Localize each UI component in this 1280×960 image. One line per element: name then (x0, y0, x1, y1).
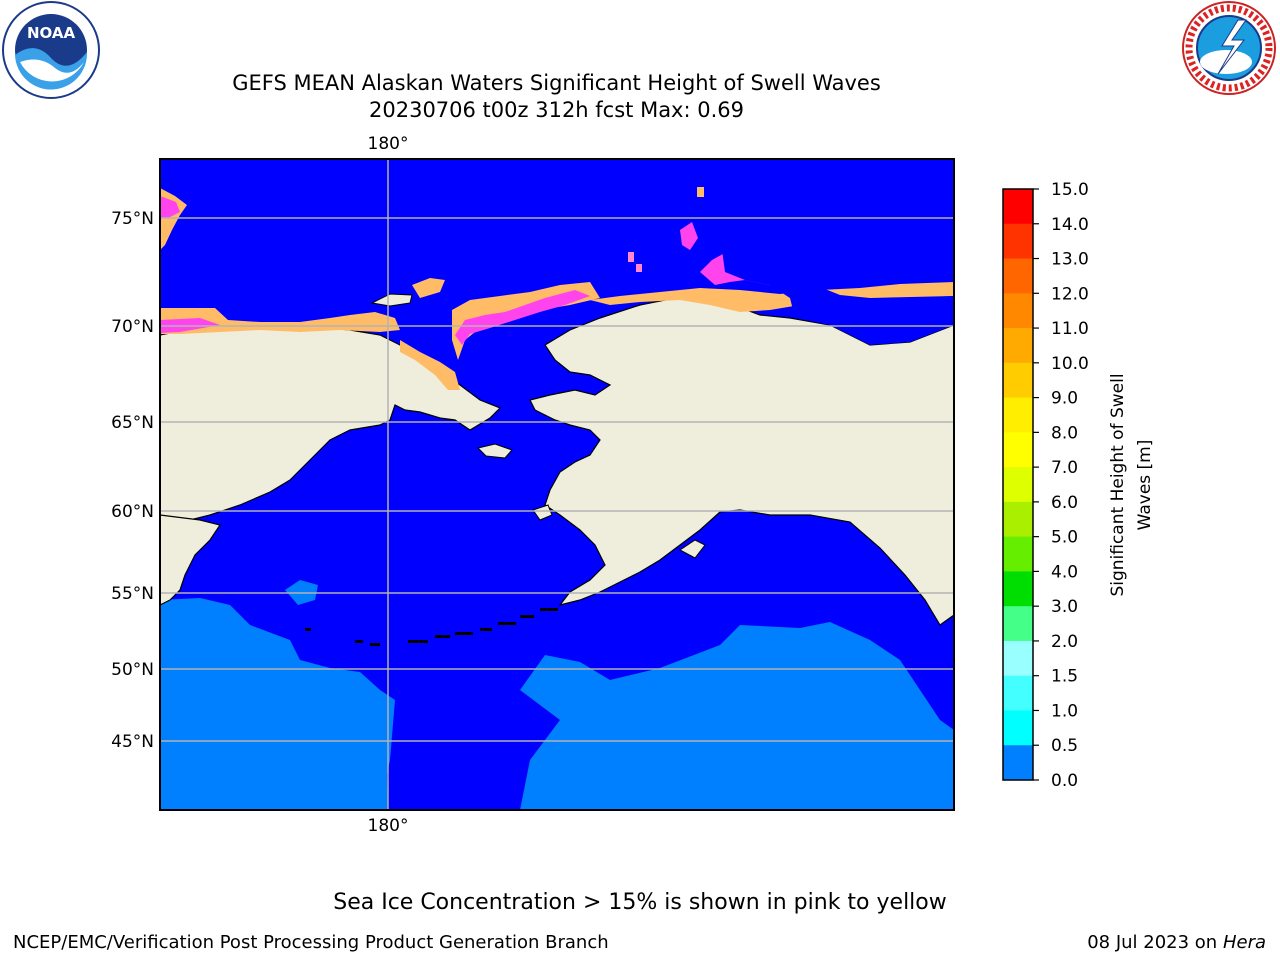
lat-label-50n: 50°N (111, 660, 154, 680)
land-kodiak-island (679, 539, 706, 559)
map-area (160, 159, 954, 810)
sea-ice-far-north-dot (697, 187, 704, 197)
land-wrangel-island (370, 293, 413, 307)
colorbar-tick-label: 1.5 (1051, 667, 1078, 687)
colorbar-tick-label: 9.0 (1051, 389, 1078, 409)
footer-credit: NCEP/EMC/Verification Post Processing Pr… (13, 932, 609, 953)
land-nunivak-island (532, 504, 553, 521)
arctic-open-water (720, 230, 954, 345)
colorbar-tick-label: 6.0 (1051, 493, 1078, 513)
colorbar-tick-label: 0.0 (1051, 771, 1078, 791)
lat-label-70n: 70°N (111, 317, 154, 337)
colorbar-segment-4 (1003, 328, 1033, 364)
sea-ice-beaufort (590, 282, 954, 312)
swell-region-0.5-1.0-west2 (290, 660, 388, 810)
colorbar-tick-label: 3.0 (1051, 597, 1078, 617)
noaa-logo: NOAA (2, 1, 100, 99)
lon-label-top: 180° (368, 134, 409, 154)
colorbar-frame (1002, 188, 1034, 781)
colorbar-tick-label: 10.0 (1051, 354, 1089, 374)
land-kamchatka (160, 514, 221, 606)
chart-title: GEFS MEAN Alaskan Waters Significant Hei… (232, 71, 881, 95)
colorbar-segment-0 (1003, 189, 1033, 225)
sea-ice-nw-corner-pink (160, 196, 180, 218)
colorbar-segment-7 (1003, 432, 1033, 468)
lat-label-60n: 60°N (111, 502, 154, 522)
noaa-logo-text: NOAA (27, 24, 76, 42)
sea-ice-chukchi-pink (455, 290, 590, 345)
colorbar-segment-9 (1003, 501, 1033, 538)
colorbar-tick-label: 8.0 (1051, 423, 1078, 443)
colorbar-segment-2 (1003, 258, 1033, 294)
colorbar-segment-16 (1003, 745, 1033, 781)
footer-host: Hera (1222, 932, 1266, 953)
lat-label-65n: 65°N (111, 413, 154, 433)
colorbar-tick-label: 7.0 (1051, 458, 1078, 478)
colorbar-tick-label: 15.0 (1051, 180, 1089, 200)
footer-date-text: 08 Jul 2023 on (1087, 932, 1223, 953)
sea-ice-siberian-coast (400, 340, 460, 390)
colorbar-segment-3 (1003, 293, 1033, 329)
colorbar-tick-label: 12.0 (1051, 284, 1089, 304)
colorbar-segment-12 (1003, 606, 1033, 642)
colorbar-tick-label: 14.0 (1051, 215, 1089, 235)
footer-date: 08 Jul 2023 on Hera (1087, 932, 1266, 953)
sea-ice-note: Sea Ice Concentration > 15% is shown in … (333, 890, 947, 915)
lat-label-55n: 55°N (111, 584, 154, 604)
colorbar-tick-label: 11.0 (1051, 319, 1089, 339)
colorbar-tick-label: 0.5 (1051, 736, 1078, 756)
colorbar-segment-11 (1003, 571, 1033, 607)
map-frame (159, 158, 955, 811)
colorbar-segment-14 (1003, 675, 1033, 711)
colorbar-label-line1: Significant Height of Swell (1108, 373, 1128, 596)
sea-ice-arctic-dot (628, 252, 642, 272)
lat-label-45n: 45°N (111, 732, 154, 752)
colorbar: 15.0 14.0 13.0 12.0 11.0 10.0 9.0 8.0 7.0 6.0 5.0 4… (1002, 180, 1089, 791)
colorbar-segment-10 (1003, 536, 1033, 572)
colorbar-tick-label: 2.0 (1051, 632, 1078, 652)
sea-ice-east-siberian (160, 308, 400, 334)
colorbar-segment-15 (1003, 710, 1033, 746)
chart-subtitle: 20230706 t00z 312h fcst Max: 0.69 (369, 98, 744, 122)
national-weather-service-logo (1182, 1, 1276, 95)
graticule (160, 159, 954, 810)
land-st-lawrence-island (477, 443, 513, 459)
colorbar-tick-label: 13.0 (1051, 250, 1089, 270)
colorbar-tick-label: 5.0 (1051, 528, 1078, 548)
lat-label-75n: 75°N (111, 209, 154, 229)
sea-ice-beaufort-pink2 (680, 222, 698, 250)
colorbar-segment-6 (1003, 397, 1033, 433)
colorbar-segment-8 (1003, 467, 1033, 503)
lon-label-bottom: 180° (368, 816, 409, 836)
sea-ice-north-patch (412, 278, 445, 298)
colorbar-segment-5 (1003, 362, 1033, 399)
colorbar-tick-label: 4.0 (1051, 562, 1078, 582)
colorbar-tick-label: 1.0 (1051, 701, 1078, 721)
aleutian-islands (305, 608, 558, 646)
colorbar-segment-1 (1003, 223, 1033, 260)
colorbar-label-line2: Waves [m] (1135, 440, 1155, 531)
colorbar-segment-13 (1003, 640, 1033, 677)
